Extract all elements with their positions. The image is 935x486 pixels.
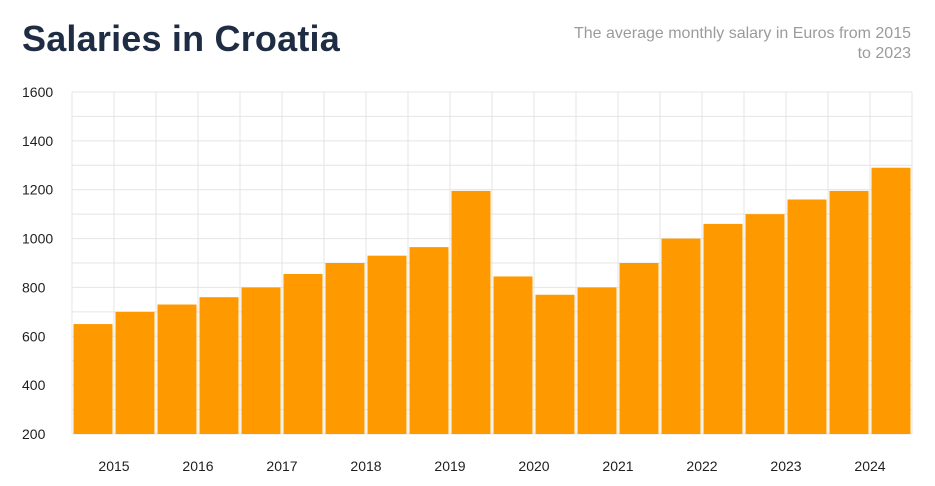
bar [157, 304, 197, 434]
x-tick-label: 2022 [686, 458, 717, 474]
x-tick-label: 2019 [434, 458, 465, 474]
bar [535, 294, 575, 434]
bar [409, 247, 449, 434]
chart-title: Salaries in Croatia [22, 18, 340, 59]
x-tick-label: 2016 [182, 458, 213, 474]
y-tick-label: 600 [22, 328, 46, 344]
bar [451, 190, 491, 434]
x-tick-label: 2020 [518, 458, 549, 474]
bar-layer [73, 167, 911, 434]
y-tick-label: 1400 [22, 133, 53, 149]
chart-subtitle: The average monthly salary in Euros from… [573, 25, 911, 62]
y-tick-label: 800 [22, 279, 46, 295]
x-tick-label: 2018 [350, 458, 381, 474]
bar [493, 276, 533, 434]
bar [619, 263, 659, 434]
bar [829, 190, 869, 434]
x-tick-label: 2015 [98, 458, 129, 474]
y-tick-label: 1200 [22, 182, 53, 198]
x-axis-ticks: 2015 2016 2017 2018 2019 2020 2021 2022 2023 2024 [98, 458, 885, 474]
y-axis-ticks: 200 400 600 800 1000 1200 1400 1600 [22, 84, 53, 442]
bar [199, 297, 239, 434]
bar [787, 199, 827, 434]
bar [241, 287, 281, 434]
x-tick-label: 2021 [602, 458, 633, 474]
y-tick-label: 400 [22, 377, 46, 393]
bar [73, 324, 113, 434]
grid-layer [71, 91, 913, 435]
x-tick-label: 2023 [770, 458, 801, 474]
bar [325, 263, 365, 434]
x-tick-label: 2017 [266, 458, 297, 474]
x-tick-label: 2024 [854, 458, 885, 474]
y-tick-label: 1000 [22, 231, 53, 247]
bar [703, 223, 743, 434]
y-tick-label: 200 [22, 426, 46, 442]
bar [115, 311, 155, 434]
bar [871, 167, 911, 434]
bar [283, 273, 323, 434]
bar [577, 287, 617, 434]
y-tick-label: 1600 [22, 84, 53, 100]
bar [661, 238, 701, 434]
bar [367, 255, 407, 434]
bar [745, 214, 785, 434]
